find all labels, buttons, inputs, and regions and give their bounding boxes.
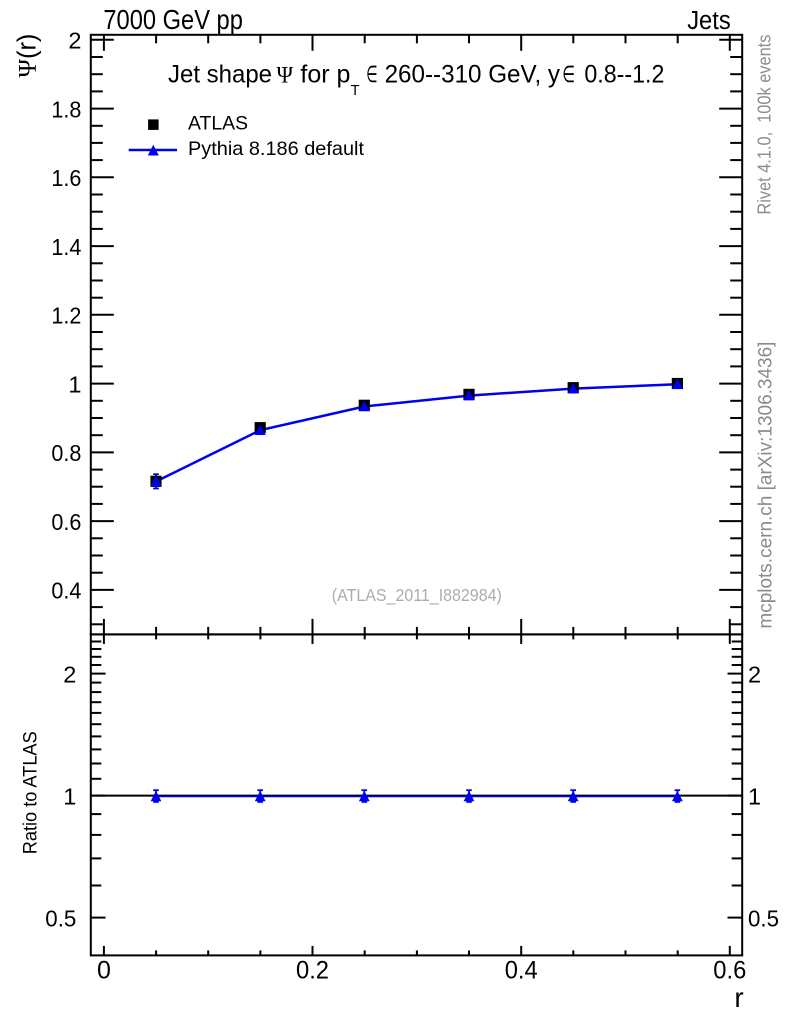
svg-text:0.6: 0.6 [51,509,81,535]
svg-text:Jet shape: Jet shape [168,60,272,88]
svg-text:Rivet 4.1.0, 100k events: Rivet 4.1.0, 100k events [755,35,775,215]
svg-text:0.5: 0.5 [748,905,779,931]
svg-text:Ψ: Ψ [277,62,294,88]
svg-text:1.2: 1.2 [51,303,81,329]
svg-text:1: 1 [68,371,81,397]
svg-text:Ratio to ATLAS: Ratio to ATLAS [20,731,42,854]
svg-text:∈: ∈ [562,61,575,87]
svg-text:0.6: 0.6 [713,957,746,985]
svg-text:0.5: 0.5 [45,905,76,931]
svg-text:T: T [351,82,360,99]
svg-text:0.4: 0.4 [505,957,538,985]
svg-text:ATLAS: ATLAS [188,113,248,134]
svg-text:mcplots.cern.ch [arXiv:1306.34: mcplots.cern.ch [arXiv:1306.3436] [756,342,777,629]
svg-text:1: 1 [63,783,76,809]
svg-text:7000 GeV pp: 7000 GeV pp [103,4,243,35]
svg-text:1.6: 1.6 [51,165,81,191]
svg-text:260--310 GeV, y: 260--310 GeV, y [385,60,561,88]
svg-text:0.8--1.2: 0.8--1.2 [584,60,664,88]
svg-text:0.2: 0.2 [296,957,329,985]
svg-text:1.8: 1.8 [51,96,81,122]
svg-text:2: 2 [68,28,81,54]
svg-text:(ATLAS_2011_I882984): (ATLAS_2011_I882984) [332,585,502,606]
svg-text:0.4: 0.4 [51,578,81,604]
svg-text:∈: ∈ [366,61,377,87]
svg-text:Pythia 8.186 default: Pythia 8.186 default [188,138,365,160]
svg-text:r: r [734,982,743,1013]
svg-text:2: 2 [748,661,761,687]
svg-text:1.4: 1.4 [51,234,81,260]
svg-text:Jets: Jets [687,7,731,35]
svg-text:for p: for p [300,60,350,88]
svg-text:0.8: 0.8 [51,440,81,466]
svg-text:Ψ(r): Ψ(r) [14,34,42,78]
svg-text:2: 2 [63,661,76,687]
svg-text:1: 1 [748,783,761,809]
svg-text:0: 0 [97,957,111,985]
